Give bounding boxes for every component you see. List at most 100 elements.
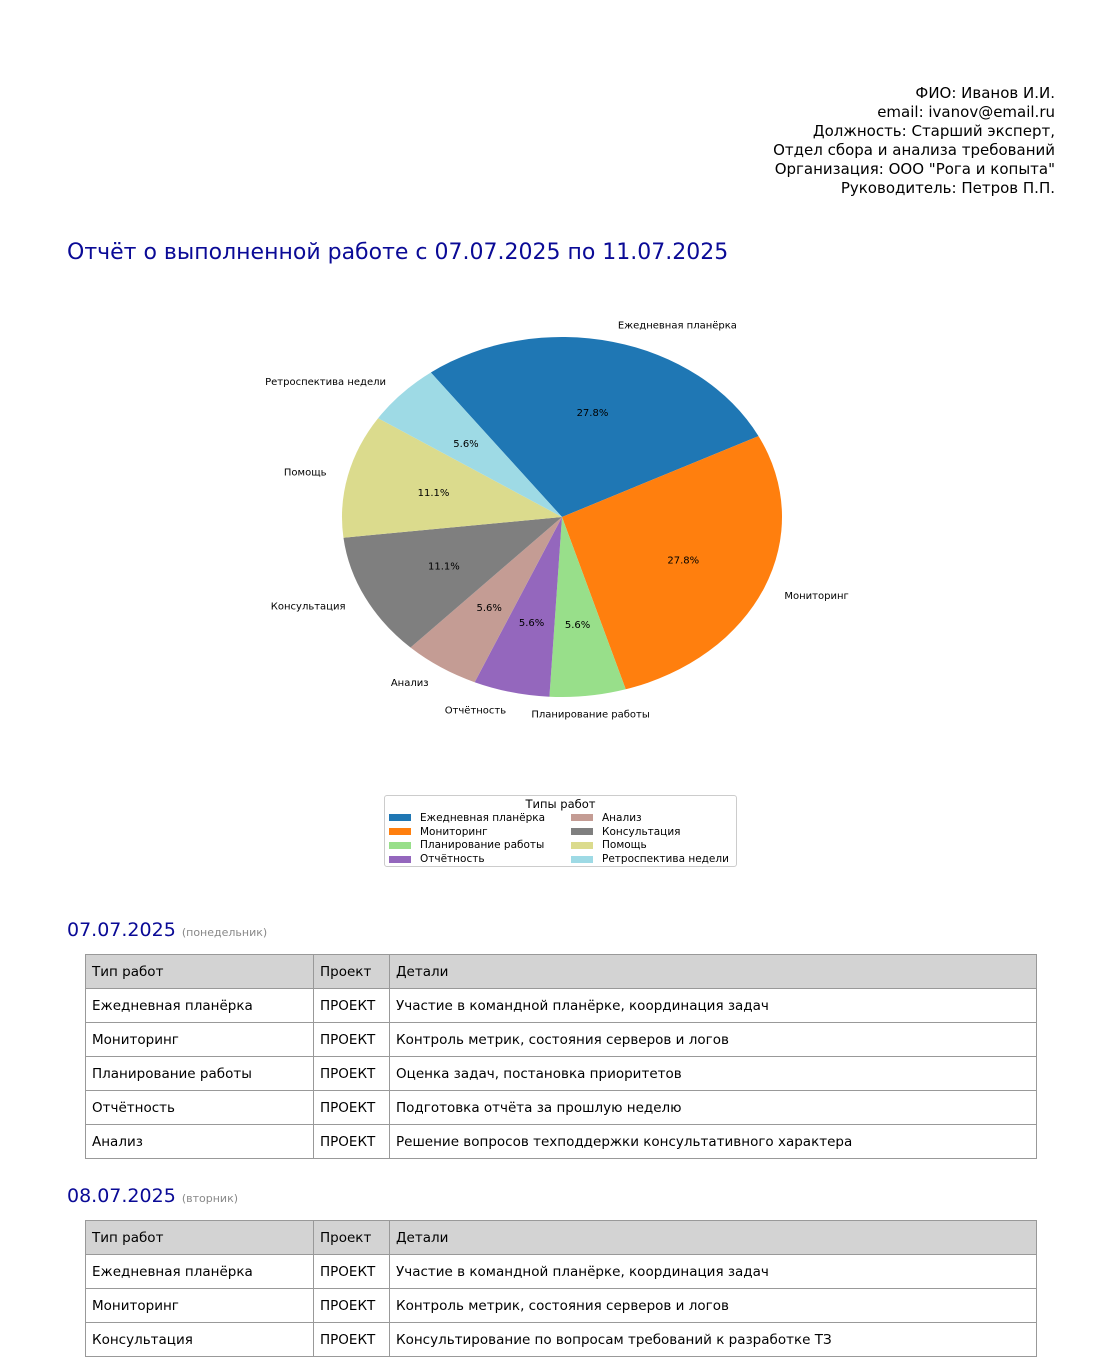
cell-project: ПРОЕКТ (313, 1288, 390, 1323)
table-row: Анализ ПРОЕКТ Решение вопросов техподдер… (85, 1124, 1037, 1159)
cell-project: ПРОЕКТ (313, 1022, 390, 1057)
pie-slice-label: Отчётность (445, 706, 507, 717)
employee-info: ФИО: Иванов И.И. email: ivanov@email.ru … (773, 84, 1055, 198)
legend-swatch (389, 828, 411, 836)
cell-details: Контроль метрик, состояния серверов и ло… (389, 1288, 1037, 1323)
day-section: 08.07.2025 (вторник) Тип работ Проект Де… (67, 1183, 1037, 1357)
legend-label: Планирование работы (420, 839, 545, 852)
cell-details: Решение вопросов техподдержки консультат… (389, 1124, 1037, 1159)
pie-slice (410, 517, 562, 683)
work-type-pie-chart: 27.8% Ежедневная планёрка 27.8% Мониторинг 5… (265, 320, 849, 721)
cell-details: Контроль метрик, состояния серверов и ло… (389, 1022, 1037, 1057)
pie-slice (474, 517, 562, 697)
day-weekday: (вторник) (181, 1192, 239, 1205)
day-weekday: (понедельник) (181, 926, 268, 939)
pie-slice-label: Анализ (391, 678, 429, 689)
cell-details: Участие в командной планёрке, координаци… (389, 988, 1037, 1023)
employee-position: Должность: Старший эксперт, (812, 122, 1055, 140)
day-heading: 07.07.2025 (понедельник) (67, 917, 1037, 943)
pie-slice (562, 436, 783, 690)
legend-swatch (571, 828, 593, 836)
table-row: Ежедневная планёрка ПРОЕКТ Участие в ком… (85, 988, 1037, 1023)
legend-item: Ретроспектива недели (571, 852, 741, 866)
header-project: Проект (313, 954, 390, 989)
cell-project: ПРОЕКТ (313, 1254, 390, 1289)
legend-items: Ежедневная планёрка Анализ Мониторинг Консу… (385, 811, 736, 866)
pie-slice (343, 517, 562, 648)
cell-work-type: Анализ (85, 1124, 314, 1159)
employee-organization: Организация: ООО "Рога и копыта" (774, 160, 1055, 178)
table-header-row: Тип работ Проект Детали (85, 954, 1037, 989)
pie-percent-label: 5.6% (519, 618, 544, 629)
pie-slice-label: Ежедневная планёрка (618, 320, 737, 331)
header-details: Детали (389, 1220, 1037, 1255)
table-row: Консультация ПРОЕКТ Консультирование по … (85, 1322, 1037, 1357)
cell-work-type: Мониторинг (85, 1022, 314, 1057)
employee-manager: Руководитель: Петров П.П. (840, 179, 1055, 197)
pie-percent-label: 5.6% (565, 620, 590, 631)
pie-percent-label: 11.1% (428, 561, 460, 572)
header-work-type: Тип работ (85, 1220, 314, 1255)
table-row: Мониторинг ПРОЕКТ Контроль метрик, состо… (85, 1022, 1037, 1057)
legend-label: Ретроспектива недели (602, 853, 729, 866)
cell-details: Подготовка отчёта за прошлую неделю (389, 1090, 1037, 1125)
chart-legend: Типы работ Ежедневная планёрка Анализ Мони… (384, 795, 737, 867)
legend-swatch (571, 841, 593, 849)
legend-item: Отчётность (389, 852, 571, 866)
legend-swatch (571, 855, 593, 863)
table-row: Мониторинг ПРОЕКТ Контроль метрик, состо… (85, 1288, 1037, 1323)
pie-slice-label: Ретроспектива недели (265, 377, 386, 388)
cell-project: ПРОЕКТ (313, 1056, 390, 1091)
legend-swatch (389, 814, 411, 822)
pie-percent-label: 27.8% (577, 408, 609, 419)
legend-swatch (571, 814, 593, 822)
cell-work-type: Отчётность (85, 1090, 314, 1125)
legend-swatch (389, 841, 411, 849)
cell-work-type: Ежедневная планёрка (85, 1254, 314, 1289)
pie-slice (342, 418, 562, 538)
pie-percent-label: 27.8% (667, 556, 699, 567)
pie-slice-label: Планирование работы (531, 710, 649, 721)
table-row: Планирование работы ПРОЕКТ Оценка задач,… (85, 1056, 1037, 1091)
pie-slice-label: Консультация (271, 601, 346, 612)
cell-work-type: Планирование работы (85, 1056, 314, 1091)
pie-percent-label: 11.1% (418, 488, 450, 499)
legend-item: Мониторинг (389, 825, 571, 839)
legend-label: Помощь (602, 839, 647, 852)
legend-label: Анализ (602, 811, 642, 824)
employee-department: Отдел сбора и анализа требований (773, 141, 1055, 159)
table-row: Отчётность ПРОЕКТ Подготовка отчёта за п… (85, 1090, 1037, 1125)
legend-item: Планирование работы (389, 839, 571, 853)
legend-label: Отчётность (420, 853, 485, 866)
cell-work-type: Консультация (85, 1322, 314, 1357)
cell-project: ПРОЕКТ (313, 1090, 390, 1125)
table-row: Ежедневная планёрка ПРОЕКТ Участие в ком… (85, 1254, 1037, 1289)
pie-slice (549, 517, 626, 697)
work-table: Тип работ Проект Детали Ежедневная планё… (85, 954, 1037, 1159)
legend-title: Типы работ (525, 797, 596, 811)
header-details: Детали (389, 954, 1037, 989)
legend-item: Ежедневная планёрка (389, 811, 571, 825)
cell-project: ПРОЕКТ (313, 1124, 390, 1159)
work-table: Тип работ Проект Детали Ежедневная планё… (85, 1220, 1037, 1357)
legend-label: Мониторинг (420, 825, 488, 838)
header-work-type: Тип работ (85, 954, 314, 989)
cell-project: ПРОЕКТ (313, 988, 390, 1023)
employee-email: email: ivanov@email.ru (877, 103, 1055, 121)
cell-project: ПРОЕКТ (313, 1322, 390, 1357)
employee-name: ФИО: Иванов И.И. (915, 84, 1055, 102)
day-section: 07.07.2025 (понедельник) Тип работ Проек… (67, 917, 1037, 1159)
report-title: Отчёт о выполненной работе с 07.07.2025 … (67, 240, 729, 265)
legend-item: Консультация (571, 825, 741, 839)
pie-slice (378, 372, 562, 517)
pie-percent-label: 5.6% (477, 603, 502, 614)
legend-item: Анализ (571, 811, 741, 825)
day-heading: 08.07.2025 (вторник) (67, 1183, 1037, 1209)
legend-label: Консультация (602, 825, 681, 838)
day-date: 08.07.2025 (67, 1185, 176, 1207)
cell-work-type: Мониторинг (85, 1288, 314, 1323)
legend-label: Ежедневная планёрка (420, 811, 546, 824)
cell-details: Оценка задач, постановка приоритетов (389, 1056, 1037, 1091)
pie-slice-label: Мониторинг (784, 591, 848, 602)
pie-percent-label: 5.6% (453, 439, 478, 450)
